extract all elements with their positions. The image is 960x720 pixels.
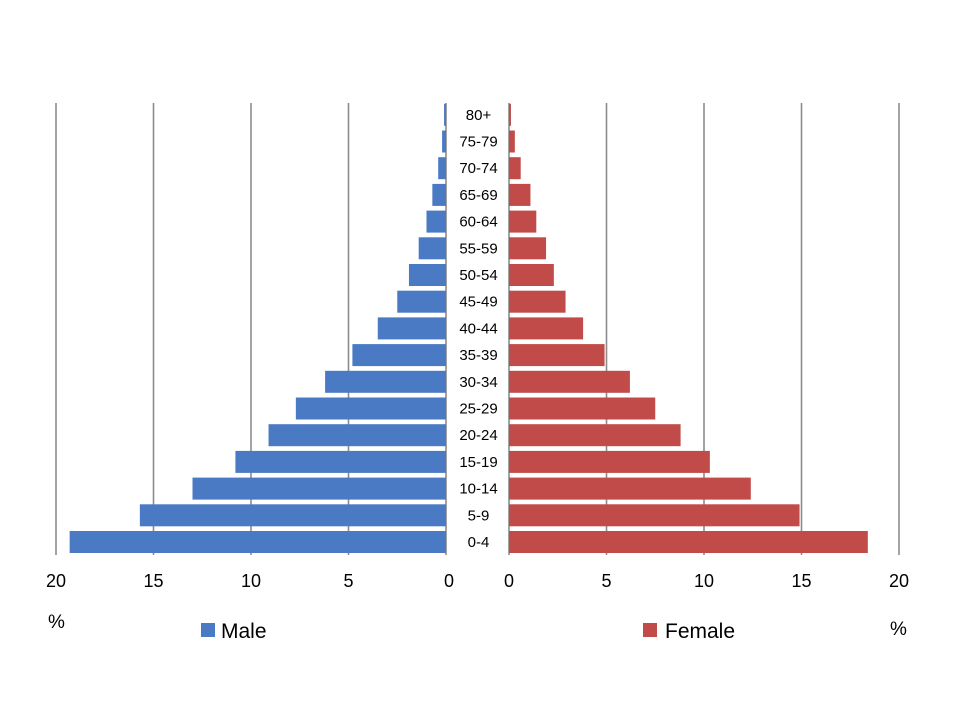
- bar-male-50-54: [408, 264, 446, 286]
- category-label: 75-79: [459, 134, 497, 151]
- x-tick-left: 10: [241, 571, 261, 591]
- bar-female-70-74: [509, 157, 521, 180]
- bar-male-10-14: [192, 477, 446, 500]
- x-unit-label-right: %: [890, 619, 907, 640]
- legend-swatch-male: [201, 623, 215, 637]
- category-label: 35-39: [459, 347, 497, 364]
- category-label: 70-74: [459, 160, 497, 177]
- legend-swatch-female: [643, 623, 657, 637]
- legend-label-male: Male: [221, 620, 267, 643]
- category-labels: 0-4 5-9 10-14 15-19 20-24 25-29 30-34 35-39 40-4…: [459, 107, 497, 551]
- bar-female-10-14: [509, 477, 751, 500]
- category-label: 30-34: [459, 374, 497, 391]
- x-tick-right: 20: [889, 571, 909, 591]
- category-label: 5-9: [468, 507, 490, 524]
- bar-male-60-64: [426, 210, 446, 233]
- legend: Male Female: [201, 620, 735, 643]
- bar-female-80+: [509, 103, 511, 126]
- bar-female-65-69: [509, 183, 531, 206]
- category-label: 0-4: [468, 534, 490, 551]
- bar-female-45-49: [509, 290, 566, 313]
- category-label: 25-29: [459, 401, 497, 418]
- category-label: 40-44: [459, 320, 497, 337]
- bar-female-75-79: [509, 130, 515, 153]
- bar-male-65-69: [432, 183, 446, 206]
- category-label: 60-64: [459, 214, 497, 231]
- bar-male-80+: [444, 103, 446, 126]
- bar-male-0-4: [69, 531, 447, 553]
- bar-female-55-59: [509, 237, 547, 260]
- bar-male-55-59: [418, 237, 446, 260]
- category-label: 20-24: [459, 427, 497, 444]
- x-tick-left: 15: [143, 571, 163, 591]
- bar-male-75-79: [442, 130, 446, 153]
- category-label: 15-19: [459, 454, 497, 471]
- bar-female-0-4: [509, 531, 868, 553]
- x-tick-right: 15: [791, 571, 811, 591]
- bar-male-5-9: [139, 504, 446, 527]
- category-label: 80+: [466, 107, 492, 124]
- bar-male-35-39: [352, 344, 446, 367]
- bar-male-15-19: [235, 450, 446, 473]
- bar-female-40-44: [509, 317, 584, 340]
- bar-female-20-24: [509, 424, 681, 447]
- x-tick-right: 0: [504, 571, 514, 591]
- x-tick-left: 20: [46, 571, 66, 591]
- legend-label-female: Female: [665, 620, 735, 643]
- bar-male-30-34: [325, 370, 446, 393]
- bars: [69, 103, 868, 553]
- bar-female-60-64: [509, 210, 537, 233]
- bar-male-25-29: [295, 397, 446, 420]
- category-label: 55-59: [459, 240, 497, 257]
- bar-female-35-39: [509, 344, 605, 367]
- bar-female-30-34: [509, 370, 630, 393]
- category-label: 65-69: [459, 187, 497, 204]
- bar-female-25-29: [509, 397, 656, 420]
- bar-female-50-54: [509, 264, 554, 286]
- bar-female-5-9: [509, 504, 800, 527]
- x-tick-left: 5: [343, 571, 353, 591]
- category-label: 50-54: [459, 267, 497, 284]
- category-label: 10-14: [459, 481, 497, 498]
- x-tick-right: 10: [694, 571, 714, 591]
- bar-male-40-44: [377, 317, 446, 340]
- axis-ticks: 20 15 10 5 0 0 5 10 15 20: [46, 571, 909, 591]
- bar-male-45-49: [397, 290, 446, 313]
- category-label: 45-49: [459, 294, 497, 311]
- x-tick-left: 0: [444, 571, 454, 591]
- bar-female-15-19: [509, 450, 710, 473]
- x-unit-label-left: %: [48, 612, 65, 633]
- bar-male-70-74: [438, 157, 446, 180]
- x-tick-right: 5: [601, 571, 611, 591]
- bar-male-20-24: [268, 424, 446, 447]
